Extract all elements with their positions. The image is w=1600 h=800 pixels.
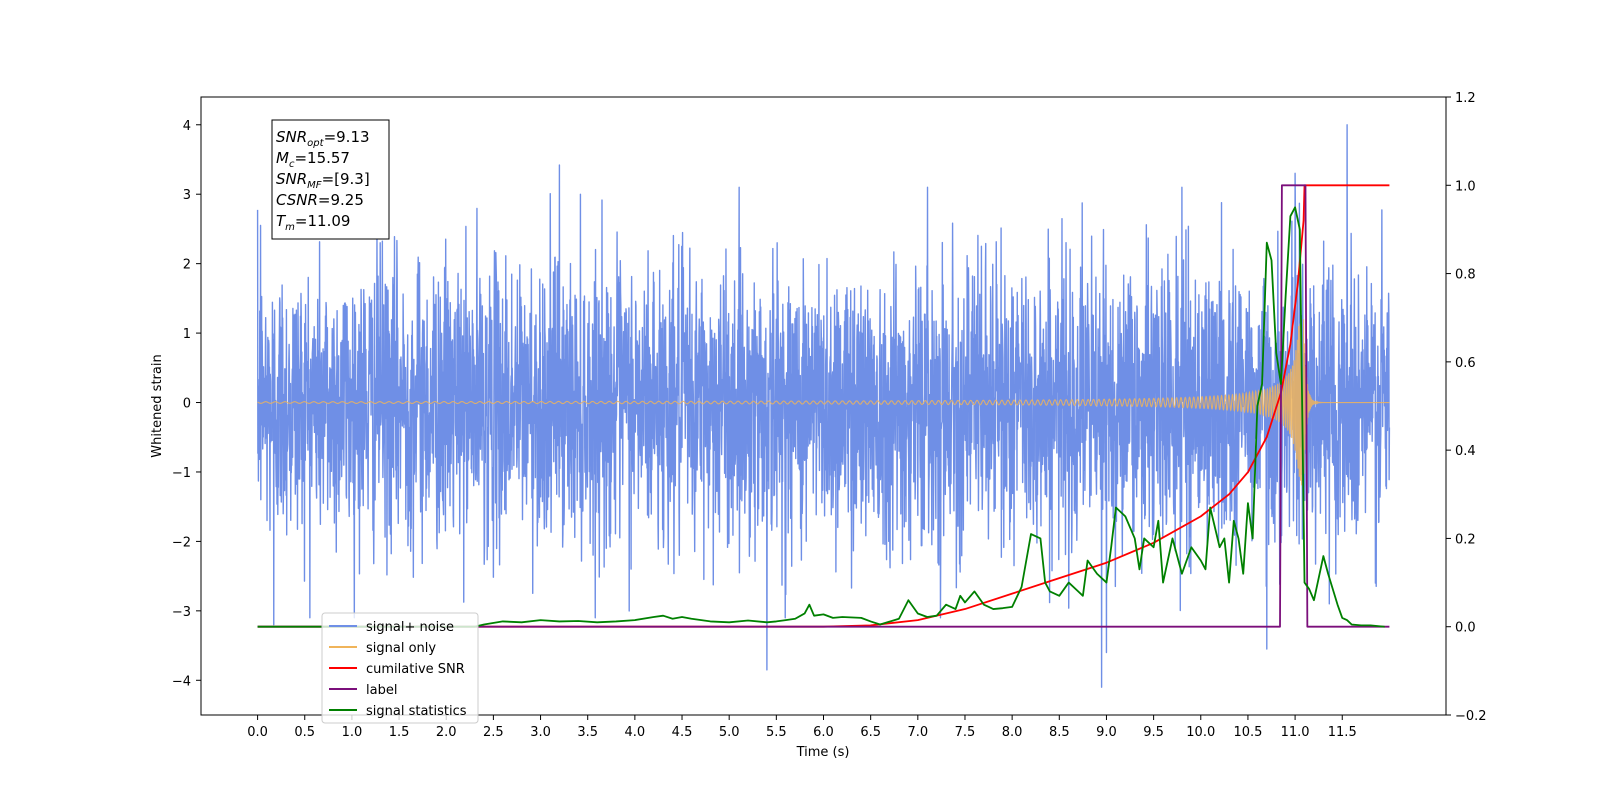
x-axis: 0.0 0.5 1.0 1.5 2.0 2.5 3.0 3.5 4.0 4.5 5.0 5.5 6.0 6… [247, 715, 1357, 740]
x-tick-label: 9.5 [1143, 725, 1164, 740]
series-signal-statistics [257, 206, 1385, 628]
y-tick-label: −1 [172, 466, 191, 481]
x-tick-label: 0.0 [247, 725, 268, 740]
y2-tick-label: 1.2 [1455, 91, 1476, 106]
info-line: Tm=11.09 [276, 212, 350, 233]
x-tick-label: 2.0 [436, 725, 457, 740]
x-tick-label: 6.5 [860, 725, 881, 740]
y-tick-label: −2 [172, 535, 191, 550]
info-line: SNRopt=9.13 [276, 128, 370, 149]
legend-entry-label: signal statistics [366, 704, 467, 719]
series-signal-only [257, 319, 1390, 486]
y-tick-label: 0 [183, 397, 191, 412]
x-tick-label: 5.5 [766, 725, 787, 740]
y2-tick-label: 0.0 [1455, 621, 1476, 636]
y-tick-label: 4 [183, 119, 191, 134]
x-tick-label: 4.0 [625, 725, 646, 740]
x-axis-label: Time (s) [796, 745, 850, 760]
y-tick-label: 3 [183, 188, 191, 203]
info-box-frame [271, 119, 390, 240]
y-tick-label: 1 [183, 327, 191, 342]
legend-entry-label: cumilative SNR [366, 662, 465, 677]
plot-area [256, 124, 1391, 688]
y2-tick-label: 0.6 [1455, 356, 1476, 371]
x-tick-label: 10.5 [1233, 725, 1262, 740]
x-tick-label: 6.0 [813, 725, 834, 740]
x-tick-label: 7.5 [955, 725, 976, 740]
y2-tick-label: 0.8 [1455, 268, 1476, 283]
info-line: SNRMF=[9.3] [276, 170, 370, 191]
x-tick-label: 8.0 [1002, 725, 1023, 740]
y2-tick-label: 0.2 [1455, 532, 1476, 547]
x-tick-label: 11.5 [1328, 725, 1357, 740]
x-tick-label: 3.0 [530, 725, 551, 740]
legend-entry-label: signal only [366, 641, 436, 656]
x-tick-label: 11.0 [1281, 725, 1310, 740]
x-tick-label: 3.5 [577, 725, 598, 740]
y2-tick-label: 1.0 [1455, 179, 1476, 194]
series-cumilative-snr [257, 184, 1390, 628]
legend-frame [321, 612, 479, 724]
y-tick-label: 2 [183, 258, 191, 273]
x-tick-label: 4.5 [672, 725, 693, 740]
x-tick-label: 1.0 [342, 725, 363, 740]
info-line: CSNR=9.25 [276, 191, 364, 209]
info-line: Mc=15.57 [276, 149, 350, 170]
x-tick-label: 2.5 [483, 725, 504, 740]
x-tick-label: 9.0 [1096, 725, 1117, 740]
legend-entry-label: signal+ noise [366, 620, 454, 635]
legend: signal+ noise signal only cumilative SNR la… [321, 612, 479, 724]
x-tick-label: 7.0 [907, 725, 928, 740]
x-tick-label: 0.5 [294, 725, 315, 740]
y-axis-label: Whitened strain [150, 354, 165, 457]
legend-entry-label: label [366, 683, 397, 698]
x-tick-label: 1.5 [389, 725, 410, 740]
y2-tick-label: 0.4 [1455, 444, 1476, 459]
x-tick-label: 8.5 [1049, 725, 1070, 740]
y2-tick-label: −0.2 [1455, 709, 1487, 724]
y-axis-right: 1.2 1.0 0.8 0.6 0.4 0.2 0.0 −0.2 [1446, 91, 1487, 724]
y-tick-label: −3 [172, 605, 191, 620]
x-tick-label: 10.0 [1186, 725, 1215, 740]
x-tick-label: 5.0 [719, 725, 740, 740]
y-tick-label: −4 [172, 674, 191, 689]
y-axis-left: 4 3 2 1 0 −1 −2 −3 −4 [172, 119, 201, 689]
series-label [257, 184, 1390, 628]
